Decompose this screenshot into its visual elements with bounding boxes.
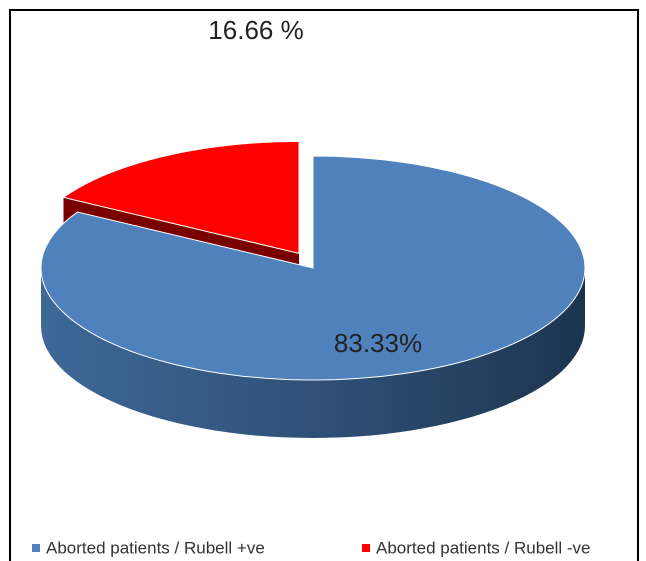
legend-swatch <box>32 544 40 552</box>
slice <box>40 155 586 381</box>
legend-label: Aborted patients / Rubell -ve <box>376 538 591 557</box>
legend-swatch <box>362 544 370 552</box>
slice-side <box>41 268 585 438</box>
frame <box>9 9 639 561</box>
slice <box>62 140 300 255</box>
legend-label: Aborted patients / Rubell +ve <box>46 538 265 557</box>
data-label: 16.66 % <box>208 15 303 45</box>
data-label: 83.33% <box>334 328 422 358</box>
